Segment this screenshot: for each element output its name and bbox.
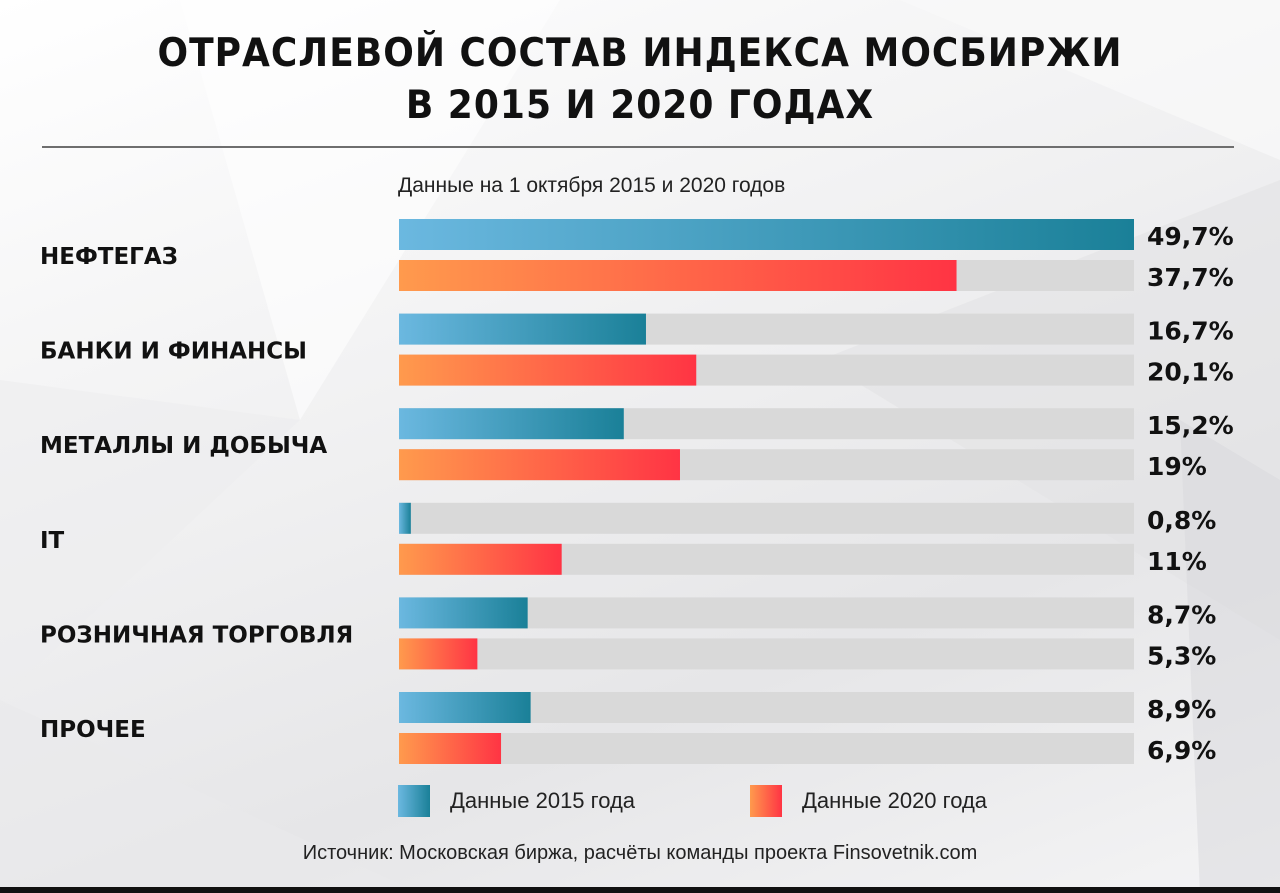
bar-2020 xyxy=(399,543,562,575)
bar-2020 xyxy=(399,260,957,291)
legend-label-2020: Данные 2020 года xyxy=(802,788,988,813)
bar-2015 xyxy=(399,313,646,345)
value-label-2015: 16,7% xyxy=(1147,317,1234,346)
category-label: РОЗНИЧНАЯ ТОРГОВЛЯ xyxy=(40,622,353,648)
value-label-2020: 5,3% xyxy=(1147,641,1216,670)
value-label-2020: 6,9% xyxy=(1147,736,1216,765)
bar-2020 xyxy=(399,638,478,670)
category-label: БАНКИ И ФИНАНСЫ xyxy=(40,339,307,365)
category-label: НЕФТЕГАЗ xyxy=(40,244,178,270)
value-label-2015: 0,8% xyxy=(1147,506,1216,535)
chart-title-line-2: В 2015 И 2020 ГОДАХ xyxy=(405,83,875,128)
source-note: Источник: Московская биржа, расчёты кома… xyxy=(302,842,978,864)
bar-2015 xyxy=(399,219,1134,250)
value-label-2020: 20,1% xyxy=(1147,358,1234,387)
value-label-2015: 8,9% xyxy=(1147,695,1216,724)
bar-2015 xyxy=(399,692,531,723)
legend-swatch-2015 xyxy=(398,785,430,817)
value-label-2015: 15,2% xyxy=(1147,411,1234,440)
bar-2020 xyxy=(399,354,697,386)
legend-label-2015: Данные 2015 года xyxy=(450,788,636,813)
title-divider xyxy=(42,146,1234,148)
category-label: ПРОЧЕЕ xyxy=(40,717,146,743)
bar-2020 xyxy=(399,449,680,481)
value-label-2015: 8,7% xyxy=(1147,600,1216,629)
legend-swatch-2020 xyxy=(750,785,782,817)
bar-2015 xyxy=(399,597,528,629)
category-label: МЕТАЛЛЫ И ДОБЫЧА xyxy=(40,433,327,459)
bar-track xyxy=(399,638,1134,670)
category-label: IT xyxy=(40,528,65,554)
bar-2015 xyxy=(399,408,624,440)
bar-2015 xyxy=(399,502,411,534)
value-label-2020: 19% xyxy=(1147,452,1207,481)
bar-track xyxy=(399,502,1134,534)
chart-subtitle: Данные на 1 октября 2015 и 2020 годов xyxy=(398,174,786,197)
value-label-2020: 37,7% xyxy=(1147,263,1234,292)
chart-title-line-1: ОТРАСЛЕВОЙ СОСТАВ ИНДЕКСА МОСБИРЖИ xyxy=(157,31,1123,76)
bottom-border xyxy=(0,887,1280,893)
bar-2020 xyxy=(399,733,502,764)
value-label-2015: 49,7% xyxy=(1147,222,1234,251)
bar-track xyxy=(399,733,1134,764)
value-label-2020: 11% xyxy=(1147,547,1207,576)
chart-title: ОТРАСЛЕВОЙ СОСТАВ ИНДЕКСА МОСБИРЖИ В 201… xyxy=(0,28,1280,132)
